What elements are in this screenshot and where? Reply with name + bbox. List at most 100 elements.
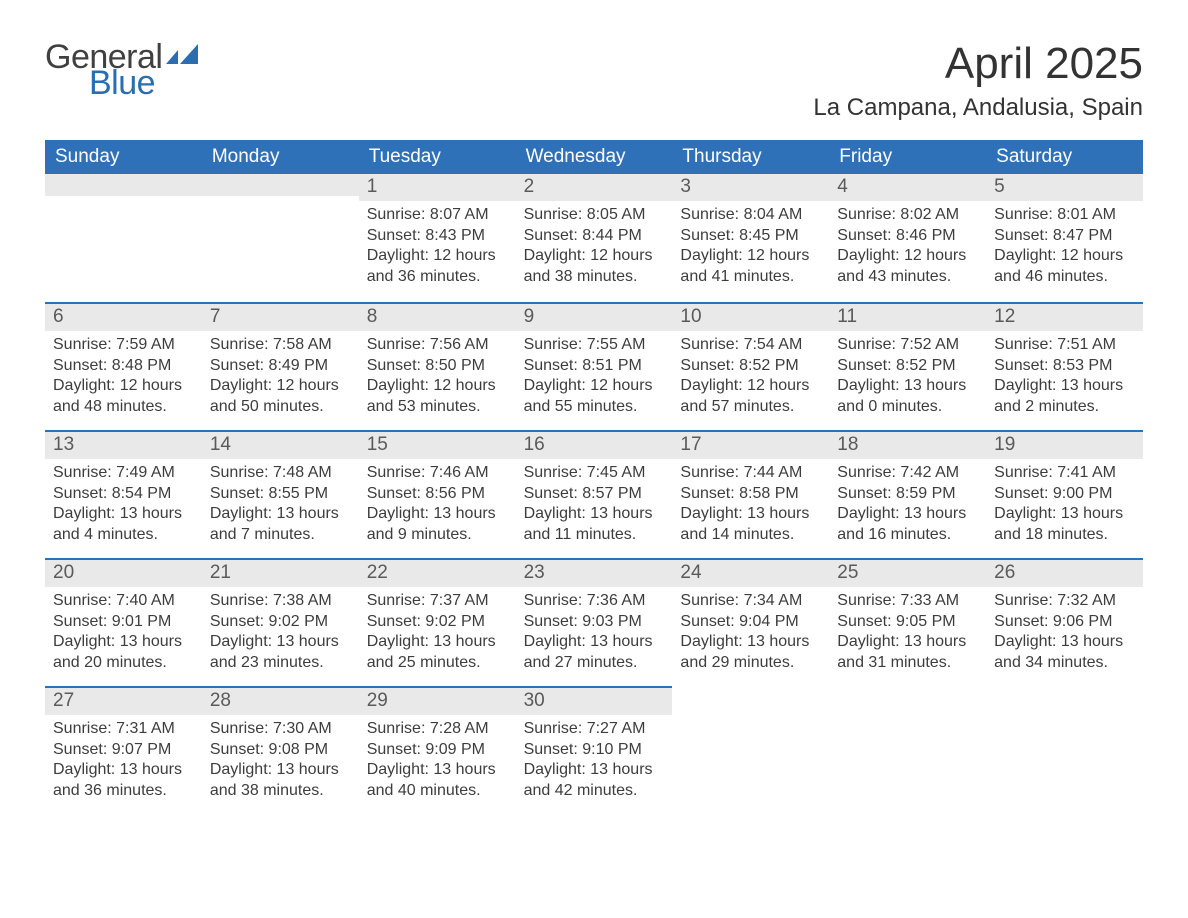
sunset-text: Sunset: 8:45 PM: [680, 226, 821, 246]
day-cell: 2Sunrise: 8:05 AMSunset: 8:44 PMDaylight…: [516, 174, 673, 302]
sunrise-text: Sunrise: 7:55 AM: [524, 335, 665, 355]
sunset-text: Sunset: 8:54 PM: [53, 484, 194, 504]
sunset-text: Sunset: 9:00 PM: [994, 484, 1135, 504]
sunset-text: Sunset: 8:52 PM: [837, 356, 978, 376]
sunrise-text: Sunrise: 8:04 AM: [680, 205, 821, 225]
sunrise-text: Sunrise: 7:46 AM: [367, 463, 508, 483]
day-cell: 7Sunrise: 7:58 AMSunset: 8:49 PMDaylight…: [202, 302, 359, 430]
day-body: Sunrise: 8:01 AMSunset: 8:47 PMDaylight:…: [986, 201, 1143, 287]
day-number: 17: [672, 432, 829, 459]
sunset-text: Sunset: 8:58 PM: [680, 484, 821, 504]
sunrise-text: Sunrise: 7:41 AM: [994, 463, 1135, 483]
daylight-text: Daylight: 13 hours and 27 minutes.: [524, 632, 665, 673]
sunset-text: Sunset: 8:56 PM: [367, 484, 508, 504]
dow-monday: Monday: [202, 140, 359, 174]
day-number: 22: [359, 560, 516, 587]
daylight-text: Daylight: 13 hours and 38 minutes.: [210, 760, 351, 801]
sunset-text: Sunset: 9:06 PM: [994, 612, 1135, 632]
day-cell: 26Sunrise: 7:32 AMSunset: 9:06 PMDayligh…: [986, 558, 1143, 686]
sunset-text: Sunset: 8:46 PM: [837, 226, 978, 246]
sunrise-text: Sunrise: 7:34 AM: [680, 591, 821, 611]
day-cell: 1Sunrise: 8:07 AMSunset: 8:43 PMDaylight…: [359, 174, 516, 302]
sunset-text: Sunset: 9:01 PM: [53, 612, 194, 632]
sunrise-text: Sunrise: 7:44 AM: [680, 463, 821, 483]
daylight-text: Daylight: 13 hours and 2 minutes.: [994, 376, 1135, 417]
sunrise-text: Sunrise: 7:40 AM: [53, 591, 194, 611]
day-number: [202, 174, 359, 196]
sunset-text: Sunset: 8:59 PM: [837, 484, 978, 504]
sunset-text: Sunset: 8:49 PM: [210, 356, 351, 376]
sunset-text: Sunset: 9:02 PM: [210, 612, 351, 632]
daylight-text: Daylight: 12 hours and 53 minutes.: [367, 376, 508, 417]
day-body: Sunrise: 7:56 AMSunset: 8:50 PMDaylight:…: [359, 331, 516, 417]
sunset-text: Sunset: 8:52 PM: [680, 356, 821, 376]
sunset-text: Sunset: 9:05 PM: [837, 612, 978, 632]
day-cell: 16Sunrise: 7:45 AMSunset: 8:57 PMDayligh…: [516, 430, 673, 558]
day-body: Sunrise: 7:45 AMSunset: 8:57 PMDaylight:…: [516, 459, 673, 545]
location: La Campana, Andalusia, Spain: [813, 94, 1143, 122]
sunset-text: Sunset: 8:48 PM: [53, 356, 194, 376]
day-body: Sunrise: 7:55 AMSunset: 8:51 PMDaylight:…: [516, 331, 673, 417]
daylight-text: Daylight: 13 hours and 0 minutes.: [837, 376, 978, 417]
day-body: Sunrise: 8:04 AMSunset: 8:45 PMDaylight:…: [672, 201, 829, 287]
day-number: 11: [829, 304, 986, 331]
dow-friday: Friday: [829, 140, 986, 174]
daylight-text: Daylight: 12 hours and 46 minutes.: [994, 246, 1135, 287]
sunrise-text: Sunrise: 7:37 AM: [367, 591, 508, 611]
sunrise-text: Sunrise: 8:01 AM: [994, 205, 1135, 225]
daylight-text: Daylight: 12 hours and 50 minutes.: [210, 376, 351, 417]
brand-word2: Blue: [89, 66, 202, 100]
page-header: General Blue April 2025 La Campana, Anda…: [45, 40, 1143, 122]
sunrise-text: Sunrise: 8:07 AM: [367, 205, 508, 225]
day-number: 29: [359, 688, 516, 715]
day-number: 25: [829, 560, 986, 587]
sunset-text: Sunset: 9:10 PM: [524, 740, 665, 760]
sunrise-text: Sunrise: 7:54 AM: [680, 335, 821, 355]
day-number: [45, 174, 202, 196]
sunrise-text: Sunrise: 7:27 AM: [524, 719, 665, 739]
day-cell: [672, 686, 829, 814]
sunrise-text: Sunrise: 8:05 AM: [524, 205, 665, 225]
brand-logo: General Blue: [45, 40, 202, 100]
day-cell: 13Sunrise: 7:49 AMSunset: 8:54 PMDayligh…: [45, 430, 202, 558]
sunset-text: Sunset: 9:08 PM: [210, 740, 351, 760]
day-cell: 11Sunrise: 7:52 AMSunset: 8:52 PMDayligh…: [829, 302, 986, 430]
day-number: 14: [202, 432, 359, 459]
sunrise-text: Sunrise: 7:48 AM: [210, 463, 351, 483]
day-cell: 8Sunrise: 7:56 AMSunset: 8:50 PMDaylight…: [359, 302, 516, 430]
calendar-grid: Sunday Monday Tuesday Wednesday Thursday…: [45, 140, 1143, 814]
day-cell: [202, 174, 359, 302]
day-cell: 3Sunrise: 8:04 AMSunset: 8:45 PMDaylight…: [672, 174, 829, 302]
sunset-text: Sunset: 8:47 PM: [994, 226, 1135, 246]
sunset-text: Sunset: 9:07 PM: [53, 740, 194, 760]
day-body: Sunrise: 7:28 AMSunset: 9:09 PMDaylight:…: [359, 715, 516, 801]
day-cell: 23Sunrise: 7:36 AMSunset: 9:03 PMDayligh…: [516, 558, 673, 686]
day-cell: 22Sunrise: 7:37 AMSunset: 9:02 PMDayligh…: [359, 558, 516, 686]
day-body: Sunrise: 7:51 AMSunset: 8:53 PMDaylight:…: [986, 331, 1143, 417]
day-body: Sunrise: 7:34 AMSunset: 9:04 PMDaylight:…: [672, 587, 829, 673]
day-body: Sunrise: 7:40 AMSunset: 9:01 PMDaylight:…: [45, 587, 202, 673]
day-cell: 30Sunrise: 7:27 AMSunset: 9:10 PMDayligh…: [516, 686, 673, 814]
sunset-text: Sunset: 9:03 PM: [524, 612, 665, 632]
sunrise-text: Sunrise: 7:42 AM: [837, 463, 978, 483]
day-body: Sunrise: 8:05 AMSunset: 8:44 PMDaylight:…: [516, 201, 673, 287]
day-body: Sunrise: 7:58 AMSunset: 8:49 PMDaylight:…: [202, 331, 359, 417]
sunrise-text: Sunrise: 7:38 AM: [210, 591, 351, 611]
sunset-text: Sunset: 9:02 PM: [367, 612, 508, 632]
day-cell: 4Sunrise: 8:02 AMSunset: 8:46 PMDaylight…: [829, 174, 986, 302]
day-number: 24: [672, 560, 829, 587]
day-cell: [829, 686, 986, 814]
day-cell: 24Sunrise: 7:34 AMSunset: 9:04 PMDayligh…: [672, 558, 829, 686]
daylight-text: Daylight: 12 hours and 43 minutes.: [837, 246, 978, 287]
day-number: 6: [45, 304, 202, 331]
sunrise-text: Sunrise: 8:02 AM: [837, 205, 978, 225]
day-number: 27: [45, 688, 202, 715]
day-number: 26: [986, 560, 1143, 587]
sunset-text: Sunset: 9:09 PM: [367, 740, 508, 760]
day-body: Sunrise: 7:41 AMSunset: 9:00 PMDaylight:…: [986, 459, 1143, 545]
day-cell: 6Sunrise: 7:59 AMSunset: 8:48 PMDaylight…: [45, 302, 202, 430]
day-body: Sunrise: 7:52 AMSunset: 8:52 PMDaylight:…: [829, 331, 986, 417]
sunrise-text: Sunrise: 7:33 AM: [837, 591, 978, 611]
day-cell: 17Sunrise: 7:44 AMSunset: 8:58 PMDayligh…: [672, 430, 829, 558]
sunset-text: Sunset: 8:57 PM: [524, 484, 665, 504]
